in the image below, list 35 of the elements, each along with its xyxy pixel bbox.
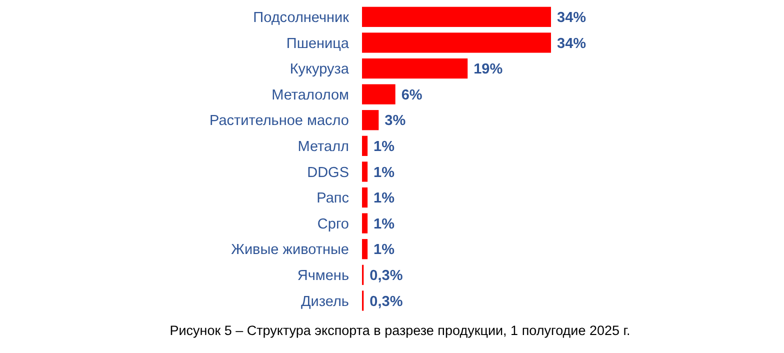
data-label: 3%	[384, 113, 406, 130]
data-label: 0,3%	[370, 294, 403, 310]
data-label: 6%	[401, 87, 422, 104]
y-tick-label: Рапс	[316, 190, 349, 207]
text: Рисунок 5 – Структура экспорта в разрезе продукции, 1 полугодие 2025 г.	[170, 323, 630, 338]
data-label: 1%	[374, 164, 395, 181]
bar	[362, 58, 468, 79]
bar	[362, 84, 396, 104]
bar	[362, 136, 368, 156]
data-label: 34%	[557, 10, 586, 26]
y-tick-label: Живые животные	[231, 242, 349, 258]
y-tick-label: Пшеница	[286, 36, 350, 52]
data-label: 1%	[374, 138, 395, 155]
bar	[362, 110, 379, 130]
y-tick-label: Металолом	[272, 87, 349, 104]
bar	[362, 6, 551, 27]
bar	[362, 32, 551, 53]
y-tick-label: Кукуруза	[290, 62, 350, 78]
data-label: 1%	[374, 216, 395, 232]
data-label: 34%	[557, 36, 586, 52]
bar	[362, 239, 368, 260]
data-label: 1%	[374, 190, 395, 207]
y-tick-label: Срго	[317, 216, 349, 232]
y-tick-label: Дизель	[300, 294, 349, 310]
y-tick-label: Подсолнечник	[253, 10, 350, 26]
data-label: 19%	[474, 62, 503, 78]
y-tick-label: Ячмень	[297, 268, 349, 284]
y-tick-label: Растительное масло	[210, 113, 349, 130]
y-tick-label: DDGS	[307, 164, 349, 181]
data-label: 1%	[374, 242, 395, 258]
bar	[362, 187, 368, 208]
data-label: 0,3%	[370, 268, 403, 284]
y-tick-label: Металл	[298, 138, 349, 155]
bar	[362, 213, 368, 234]
bar	[362, 162, 368, 182]
